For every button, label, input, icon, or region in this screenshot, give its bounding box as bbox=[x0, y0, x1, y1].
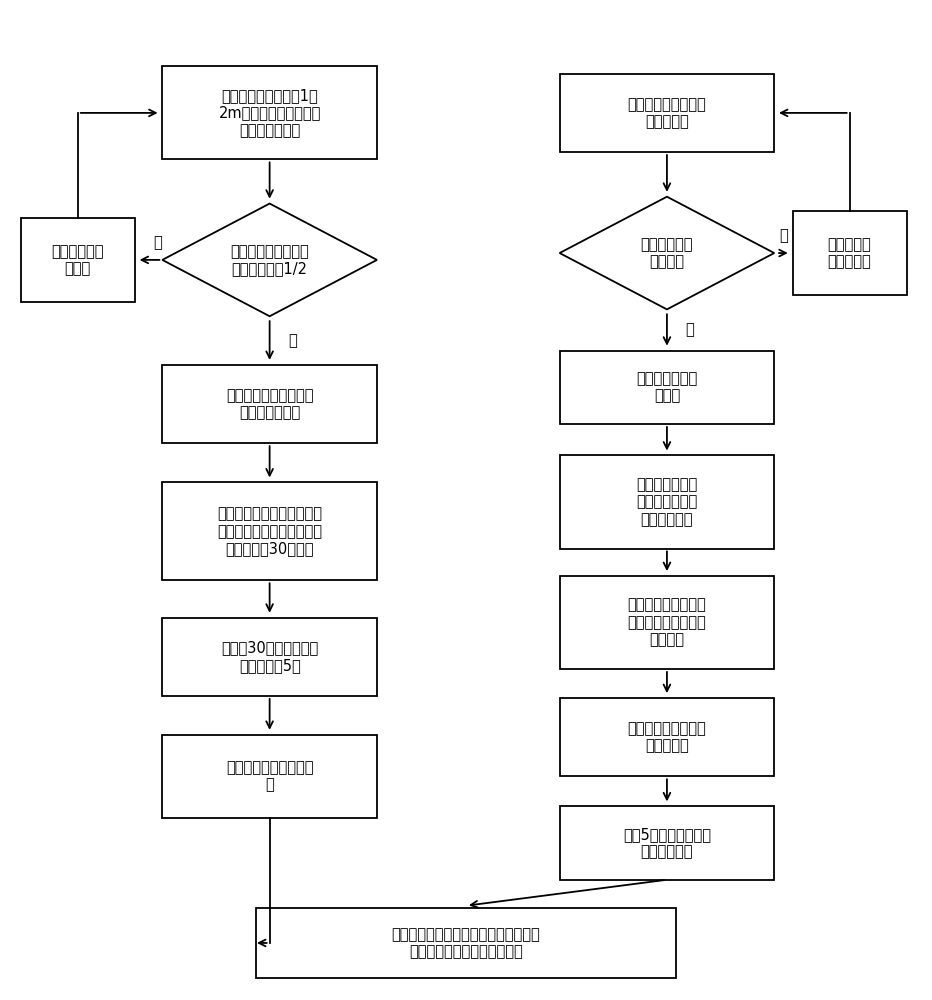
Text: 随机将30张图像分为两
部分，重复5次: 随机将30张图像分为两 部分，重复5次 bbox=[221, 641, 318, 673]
FancyBboxPatch shape bbox=[559, 74, 774, 152]
Text: 交叉验证一组中两部
分测试样本的平均重
投影误差: 交叉验证一组中两部 分测试样本的平均重 投影误差 bbox=[627, 598, 706, 647]
FancyBboxPatch shape bbox=[792, 211, 907, 295]
FancyBboxPatch shape bbox=[21, 218, 135, 302]
Polygon shape bbox=[162, 204, 377, 316]
Text: 是: 是 bbox=[288, 333, 296, 348]
Text: 取重投影误差最小的一组的计算结果作
为最终相机内参数及畸变系数: 取重投影误差最小的一组的计算结果作 为最终相机内参数及畸变系数 bbox=[391, 927, 541, 959]
FancyBboxPatch shape bbox=[559, 806, 774, 880]
Polygon shape bbox=[559, 197, 774, 309]
Text: 设置特征圆的世
界坐标: 设置特征圆的世 界坐标 bbox=[637, 371, 697, 403]
FancyBboxPatch shape bbox=[559, 455, 774, 549]
FancyBboxPatch shape bbox=[559, 698, 774, 776]
Text: 更换焦距更大
的镜头: 更换焦距更大 的镜头 bbox=[51, 244, 104, 276]
Text: 补拍未提取
成功的图像: 补拍未提取 成功的图像 bbox=[828, 237, 871, 269]
Text: 旋紧调焦及光圈螺钉，
无特殊情况勿动: 旋紧调焦及光圈螺钉， 无特殊情况勿动 bbox=[226, 388, 313, 420]
Text: 否: 否 bbox=[779, 228, 788, 243]
FancyBboxPatch shape bbox=[162, 66, 377, 159]
Text: 对每组样本进行标定计
算: 对每组样本进行标定计 算 bbox=[226, 760, 313, 793]
FancyBboxPatch shape bbox=[162, 482, 377, 580]
FancyBboxPatch shape bbox=[559, 351, 774, 424]
FancyBboxPatch shape bbox=[162, 618, 377, 696]
FancyBboxPatch shape bbox=[162, 365, 377, 443]
Text: 比较5组测试样本的平
均重投影误差: 比较5组测试样本的平 均重投影误差 bbox=[623, 827, 711, 859]
Text: 提取每张图像的特征
圆像素坐标: 提取每张图像的特征 圆像素坐标 bbox=[627, 97, 706, 129]
Text: 所有特征圆均
提取成功: 所有特征圆均 提取成功 bbox=[640, 237, 693, 269]
Text: 拍摄并保存一张图像，然后
适当调整成像角度和距离后
重复拍摄共30张图像: 拍摄并保存一张图像，然后 适当调整成像角度和距离后 重复拍摄共30张图像 bbox=[217, 506, 322, 556]
Text: 采用张正友标定
法计算相机内参
数及畸变系数: 采用张正友标定 法计算相机内参 数及畸变系数 bbox=[637, 477, 697, 527]
Text: 是: 是 bbox=[685, 322, 694, 337]
FancyBboxPatch shape bbox=[256, 908, 676, 978]
FancyBboxPatch shape bbox=[162, 735, 377, 818]
FancyBboxPatch shape bbox=[559, 576, 774, 669]
Text: 成像清晰完整且靶标
图占比不小于1/2: 成像清晰完整且靶标 图占比不小于1/2 bbox=[230, 244, 309, 276]
Text: 否: 否 bbox=[154, 235, 162, 250]
Text: 保留投影误差较小组
的相机参数: 保留投影误差较小组 的相机参数 bbox=[627, 721, 706, 753]
Text: 将靶标板置于距相机1至
2m处，调节镜头焦距、
光圈使成像清晰: 将靶标板置于距相机1至 2m处，调节镜头焦距、 光圈使成像清晰 bbox=[218, 88, 321, 138]
